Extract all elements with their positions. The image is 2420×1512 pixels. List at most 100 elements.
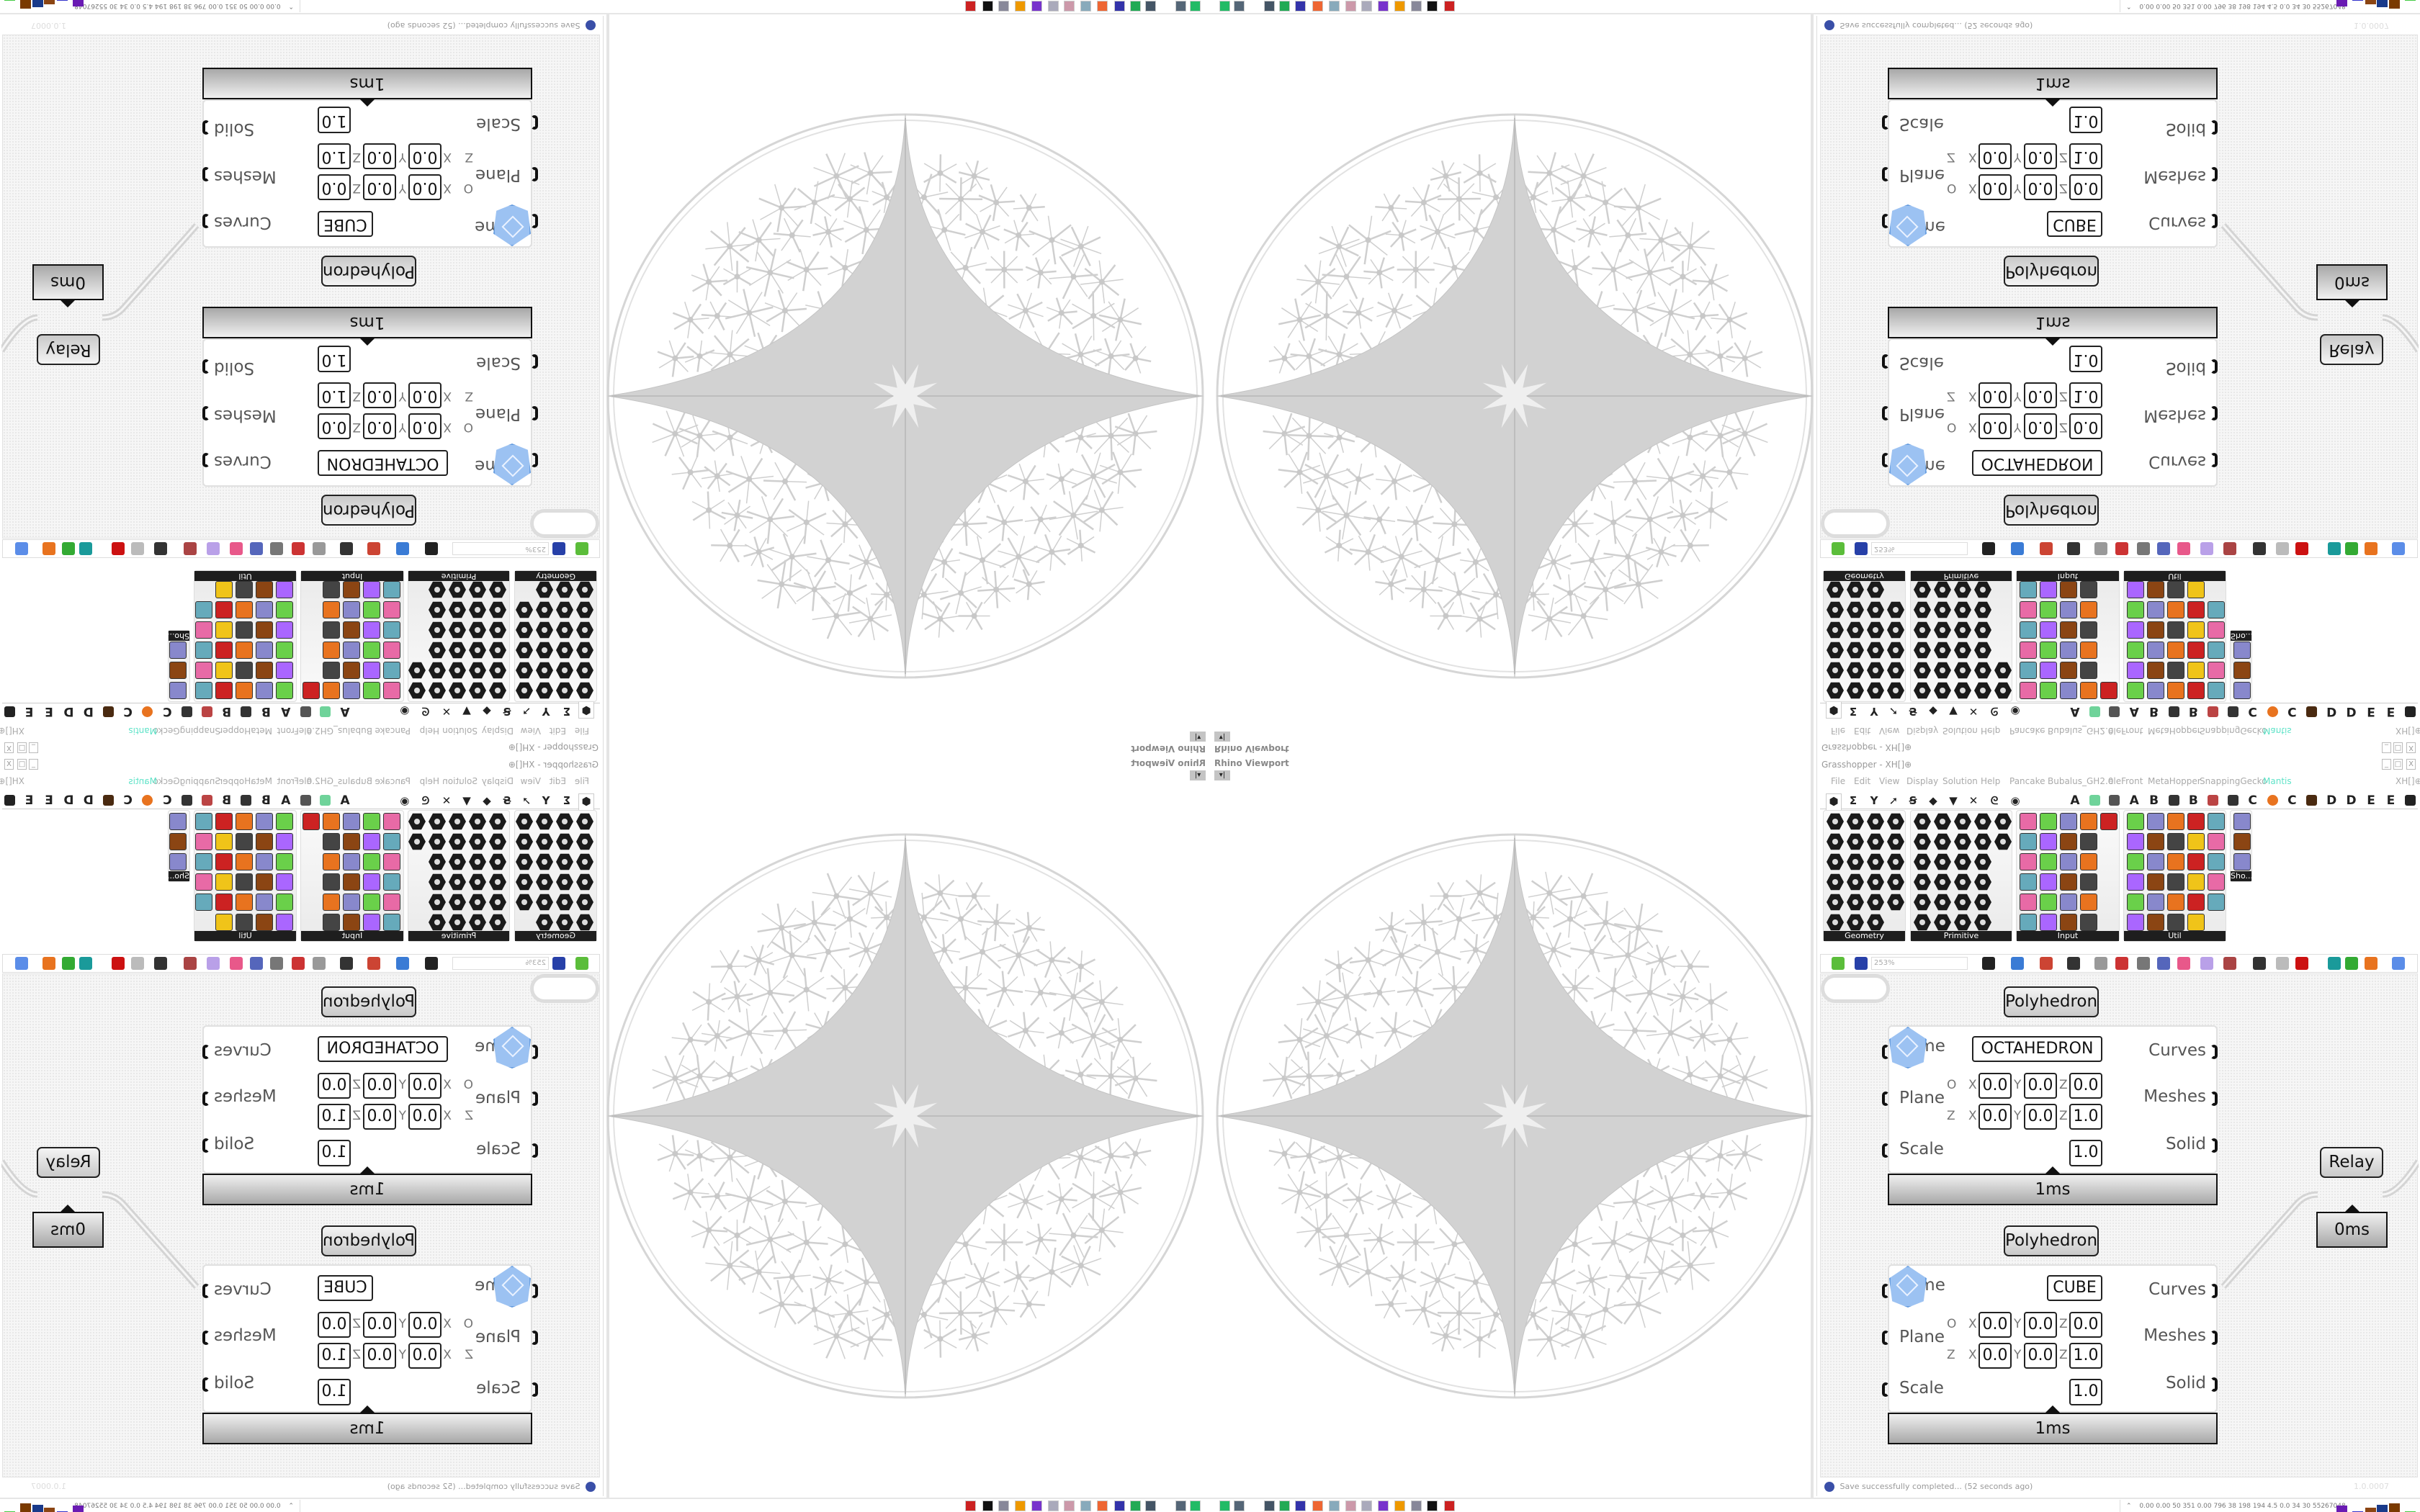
polyhedron-component[interactable]: NameOCTAHEDRONPlaneScaleOX0.0Y0.0Z0.0ZX0…	[202, 338, 538, 487]
green-shape-icon[interactable]	[2345, 957, 2358, 970]
name-value[interactable]: OCTAHEDRON	[1972, 450, 2102, 476]
component-icon[interactable]	[1867, 581, 1884, 598]
plane-origin-z-value[interactable]: 0.0	[318, 413, 351, 439]
tab-plugin-C[interactable]: C	[2245, 704, 2261, 719]
relay-label[interactable]: Relay	[37, 334, 100, 365]
component-icon[interactable]	[536, 682, 553, 699]
component-icon[interactable]	[2147, 894, 2164, 911]
component-icon[interactable]	[2040, 914, 2057, 931]
input-port[interactable]	[1882, 214, 1889, 228]
component-icon[interactable]	[1827, 601, 1844, 618]
maximize-button[interactable]: □	[2393, 759, 2403, 770]
zoom-field[interactable]: 253%	[1871, 542, 1968, 555]
component-icon[interactable]	[449, 662, 466, 679]
component-icon[interactable]	[276, 601, 293, 618]
document-name[interactable]: XH[]⊕	[0, 726, 24, 736]
component-icon[interactable]	[2080, 682, 2097, 699]
search-icon[interactable]	[2157, 542, 2170, 555]
input-port[interactable]	[1882, 1045, 1889, 1059]
component-icon[interactable]	[2020, 581, 2037, 598]
red-circle-icon[interactable]	[1444, 1, 1455, 12]
component-icon[interactable]	[1974, 833, 1991, 850]
cow-icon[interactable]	[982, 1, 993, 12]
tab-cog-icon[interactable]	[2107, 793, 2123, 808]
tab-display-eye-icon[interactable]: ◉	[2007, 793, 2023, 808]
component-icon[interactable]	[2060, 914, 2077, 931]
paint-icon[interactable]	[1345, 1, 1356, 12]
file-icon[interactable]	[998, 1, 1009, 12]
bulb-icon[interactable]	[2200, 957, 2213, 970]
component-icon[interactable]	[2187, 833, 2205, 850]
component-icon[interactable]	[536, 601, 553, 618]
component-icon[interactable]	[2080, 662, 2097, 679]
menu-view[interactable]: View	[1879, 726, 1900, 736]
component-icon[interactable]	[429, 581, 446, 598]
component-icon[interactable]	[1914, 873, 1931, 891]
output-port[interactable]	[2210, 406, 2218, 420]
output-port[interactable]	[2210, 167, 2218, 181]
component-icon[interactable]	[1934, 601, 1951, 618]
tab-bird-icon[interactable]	[2304, 704, 2320, 719]
plane-origin-y-value[interactable]: 0.0	[2024, 1312, 2057, 1338]
component-icon[interactable]	[2060, 813, 2077, 830]
component-icon[interactable]	[516, 621, 533, 639]
tab-sigma-maths-icon[interactable]: Σ	[1845, 704, 1861, 719]
tab-plugin-D[interactable]: D	[81, 704, 97, 719]
tab-plugin-B[interactable]: B	[2146, 704, 2162, 719]
component-icon[interactable]	[1974, 682, 1991, 699]
tab-grid-icon[interactable]	[2225, 793, 2241, 808]
component-icon[interactable]	[1914, 621, 1931, 639]
component-icon[interactable]	[236, 642, 253, 659]
plane-zaxis-y-value[interactable]: 0.0	[2024, 382, 2057, 408]
tab-plugin-D[interactable]: D	[2344, 704, 2360, 719]
rhino-viewport[interactable]: Rhino Viewport ▾|	[606, 756, 1210, 1498]
component-icon[interactable]	[1887, 621, 1904, 639]
component-icon[interactable]	[489, 682, 506, 699]
input-port[interactable]	[531, 453, 538, 467]
cow-icon[interactable]	[1427, 1, 1438, 12]
component-icon[interactable]	[2020, 813, 2037, 830]
panel-label[interactable]: Util	[2124, 931, 2226, 941]
tab-plugin-B[interactable]: B	[219, 704, 235, 719]
component-icon[interactable]	[556, 621, 573, 639]
input-port[interactable]	[531, 406, 538, 420]
component-icon[interactable]	[2147, 621, 2164, 639]
close-button[interactable]: X	[2406, 759, 2416, 770]
component-icon[interactable]	[429, 662, 446, 679]
component-icon[interactable]	[2127, 853, 2144, 870]
component-icon[interactable]	[2167, 621, 2184, 639]
gha-icon[interactable]	[2115, 957, 2128, 970]
gha-icon[interactable]	[292, 542, 305, 555]
plane-zaxis-x-value[interactable]: 0.0	[408, 143, 442, 169]
component-icon[interactable]	[2187, 621, 2205, 639]
zoom-extents-icon[interactable]	[1982, 542, 1995, 555]
shaded-icon[interactable]	[154, 542, 167, 555]
component-icon[interactable]	[556, 601, 573, 618]
tab-cog-icon[interactable]	[2107, 704, 2123, 719]
component-icon[interactable]	[1934, 621, 1951, 639]
component-icon[interactable]	[1974, 581, 1991, 598]
blender-icon[interactable]	[1394, 1500, 1405, 1511]
component-icon[interactable]	[363, 662, 380, 679]
component-icon[interactable]	[1934, 894, 1951, 911]
tab-surface-icon[interactable]: ◆	[1925, 704, 1941, 719]
scale-value[interactable]: 1.0	[318, 346, 351, 372]
menu-edit[interactable]: Edit	[1854, 776, 1871, 786]
sketch-pen-icon[interactable]	[2040, 957, 2053, 970]
output-port[interactable]	[2210, 1331, 2218, 1345]
component-icon[interactable]	[576, 662, 593, 679]
component-icon[interactable]	[343, 682, 360, 699]
floppy-icon[interactable]	[1295, 1500, 1306, 1511]
component-icon[interactable]	[1847, 873, 1864, 891]
menu-display[interactable]: Display	[481, 726, 514, 736]
component-icon[interactable]	[2060, 601, 2077, 618]
paint-2-icon[interactable]	[1361, 1500, 1372, 1511]
component-icon[interactable]	[2127, 662, 2144, 679]
menu-solution[interactable]: Solution	[442, 726, 478, 736]
tab-grid-icon[interactable]	[179, 704, 195, 719]
component-icon[interactable]	[1827, 642, 1844, 659]
component-icon[interactable]	[1954, 813, 1971, 830]
floppy-icon[interactable]	[1295, 1, 1306, 12]
component-icon[interactable]	[1994, 813, 2012, 830]
menu-solution[interactable]: Solution	[1942, 776, 1978, 786]
